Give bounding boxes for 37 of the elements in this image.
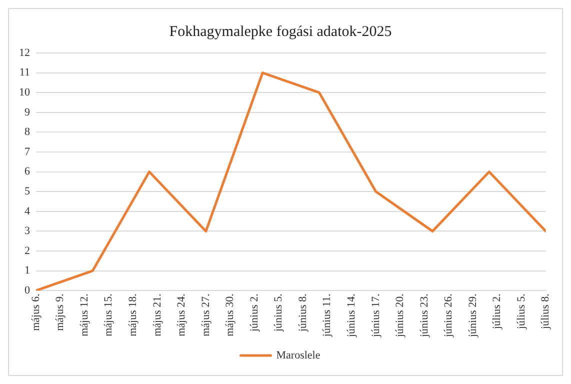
y-tick-label: 5 xyxy=(24,185,30,198)
y-tick-label: 4 xyxy=(24,205,30,218)
chart-title: Fokhagymalepke fogási adatok-2025 xyxy=(169,24,392,40)
x-tick-label: június 5. xyxy=(272,293,285,333)
x-tick-label: május 12. xyxy=(78,293,90,336)
y-tick-label: 10 xyxy=(19,86,30,98)
x-tick-label: június 17. xyxy=(370,293,382,338)
x-tick-label: július 8. xyxy=(540,293,552,330)
y-tick-label: 8 xyxy=(24,126,30,138)
x-tick-label: május 18. xyxy=(126,293,139,336)
y-tick-label: 11 xyxy=(19,66,30,79)
x-tick-label: június 26. xyxy=(442,293,455,338)
x-tick-label: június 11. xyxy=(321,293,334,338)
y-tick-label: 9 xyxy=(24,106,30,118)
x-tick-label: június 23. xyxy=(418,293,430,338)
y-tick-label: 7 xyxy=(24,146,30,158)
x-tick-label: június 8. xyxy=(296,293,309,333)
x-tick-label: május 15. xyxy=(102,293,115,336)
x-tick-label: május 9. xyxy=(54,293,66,331)
x-tick-label: június 20. xyxy=(394,293,406,338)
x-tick-label: május 21. xyxy=(151,293,164,336)
x-tick-label: június 14. xyxy=(345,293,358,338)
x-tick-label: július 5. xyxy=(515,293,528,330)
x-tick-label: június 29. xyxy=(466,293,479,338)
x-tick-label: július 2. xyxy=(491,293,504,330)
x-tick-label: május 6. xyxy=(30,293,42,331)
y-tick-label: 0 xyxy=(24,284,30,296)
y-tick-label: 2 xyxy=(24,244,30,257)
legend-label: Maroslele xyxy=(276,349,320,362)
y-tick-label: 1 xyxy=(24,264,30,277)
y-tick-label: 12 xyxy=(19,46,30,59)
x-tick-label: június 2. xyxy=(248,293,260,333)
x-tick-label: május 30. xyxy=(224,293,236,336)
x-tick-label: május 27. xyxy=(200,293,212,336)
x-tick-label: május 24. xyxy=(176,293,188,336)
y-tick-label: 3 xyxy=(24,225,30,238)
y-tick-label: 6 xyxy=(24,166,30,178)
